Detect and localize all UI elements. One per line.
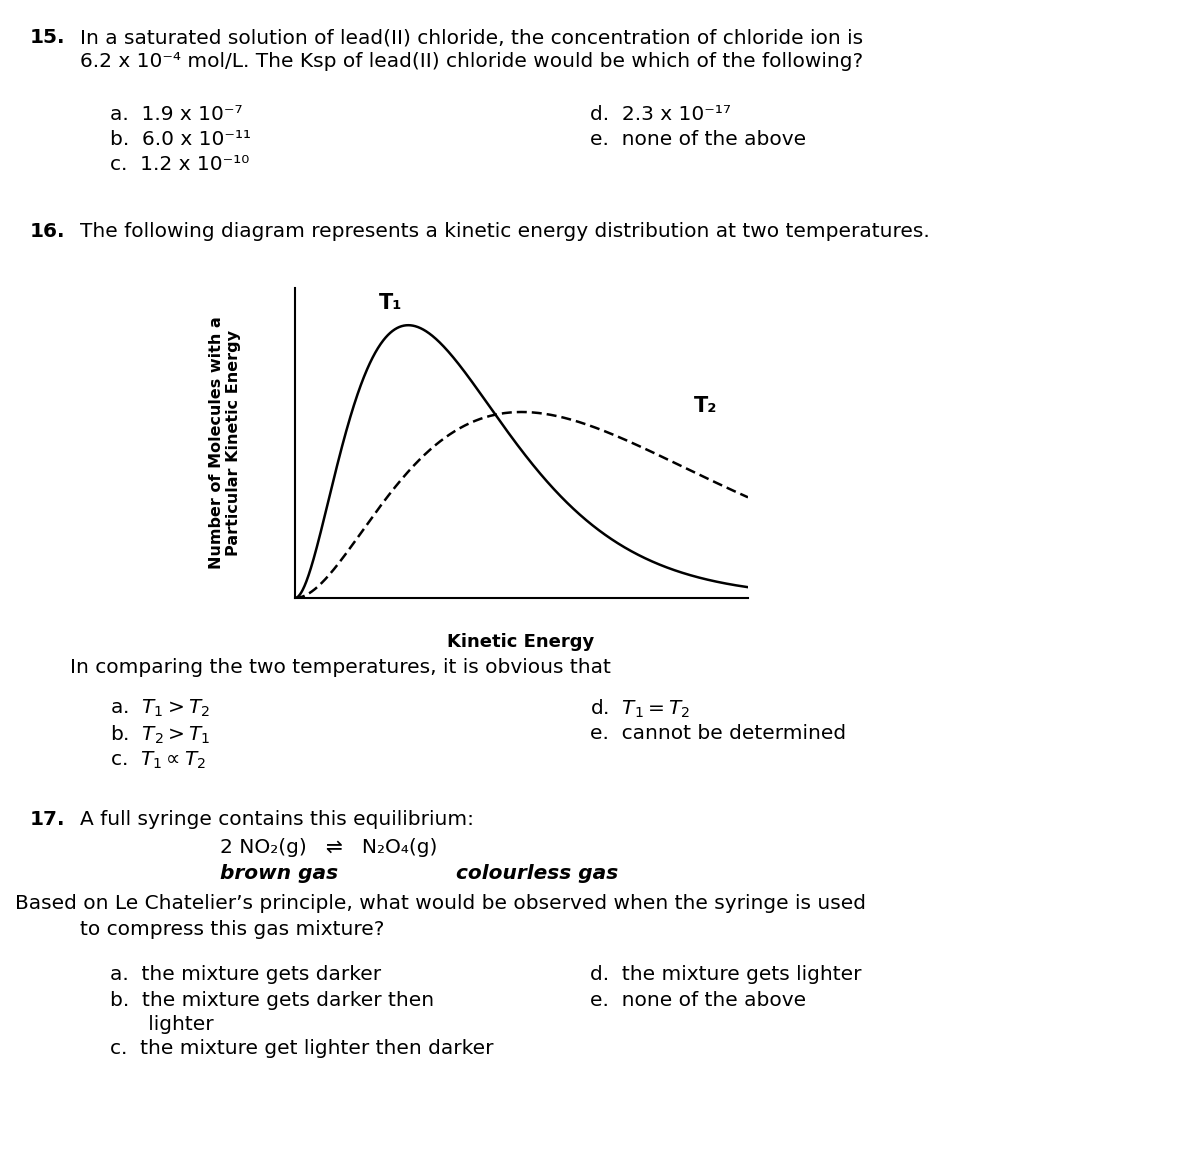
Text: e.  none of the above: e. none of the above <box>590 990 806 1010</box>
Text: 6.2 x 10⁻⁴ mol/L. The Ksp of lead(II) chloride would be which of the following?: 6.2 x 10⁻⁴ mol/L. The Ksp of lead(II) ch… <box>80 52 863 71</box>
Text: d.  2.3 x 10⁻¹⁷: d. 2.3 x 10⁻¹⁷ <box>590 105 731 124</box>
Text: A full syringe contains this equilibrium:: A full syringe contains this equilibrium… <box>80 810 474 828</box>
Text: d.  the mixture gets lighter: d. the mixture gets lighter <box>590 965 862 984</box>
Text: colourless gas: colourless gas <box>400 864 618 882</box>
Text: a.  $T_1 > T_2$: a. $T_1 > T_2$ <box>110 697 210 719</box>
Text: b.  the mixture gets darker then: b. the mixture gets darker then <box>110 990 434 1010</box>
Text: e.  none of the above: e. none of the above <box>590 130 806 149</box>
Text: Kinetic Energy: Kinetic Energy <box>448 633 595 651</box>
Text: 17.: 17. <box>30 810 66 828</box>
Text: 15.: 15. <box>30 28 66 47</box>
Text: T₂: T₂ <box>694 395 718 416</box>
Text: e.  cannot be determined: e. cannot be determined <box>590 724 846 743</box>
Text: c.  the mixture get lighter then darker: c. the mixture get lighter then darker <box>110 1039 493 1058</box>
Text: to compress this gas mixture?: to compress this gas mixture? <box>80 920 384 939</box>
Text: c.  1.2 x 10⁻¹⁰: c. 1.2 x 10⁻¹⁰ <box>110 155 250 173</box>
Text: 16.: 16. <box>30 222 66 241</box>
Text: The following diagram represents a kinetic energy distribution at two temperatur: The following diagram represents a kinet… <box>80 222 930 241</box>
Text: a.  1.9 x 10⁻⁷: a. 1.9 x 10⁻⁷ <box>110 105 242 124</box>
Text: lighter: lighter <box>110 1015 214 1034</box>
Text: a.  the mixture gets darker: a. the mixture gets darker <box>110 965 382 984</box>
Text: In comparing the two temperatures, it is obvious that: In comparing the two temperatures, it is… <box>70 658 611 677</box>
Text: Number of Molecules with a
Particular Kinetic Energy: Number of Molecules with a Particular Ki… <box>209 317 241 570</box>
Text: T₁: T₁ <box>378 293 402 313</box>
Text: 2 NO₂(g)   ⇌   N₂O₄(g): 2 NO₂(g) ⇌ N₂O₄(g) <box>220 838 437 857</box>
Text: In a saturated solution of lead(II) chloride, the concentration of chloride ion : In a saturated solution of lead(II) chlo… <box>80 28 863 47</box>
Text: b.  $T_2 > T_1$: b. $T_2 > T_1$ <box>110 724 210 747</box>
Text: b.  6.0 x 10⁻¹¹: b. 6.0 x 10⁻¹¹ <box>110 130 251 149</box>
Text: Based on Le Chatelier’s principle, what would be observed when the syringe is us: Based on Le Chatelier’s principle, what … <box>14 894 866 913</box>
Text: d.  $T_1 = T_2$: d. $T_1 = T_2$ <box>590 697 690 720</box>
Text: brown gas: brown gas <box>220 864 338 882</box>
Text: c.  $T_1 \propto T_2$: c. $T_1 \propto T_2$ <box>110 750 206 771</box>
